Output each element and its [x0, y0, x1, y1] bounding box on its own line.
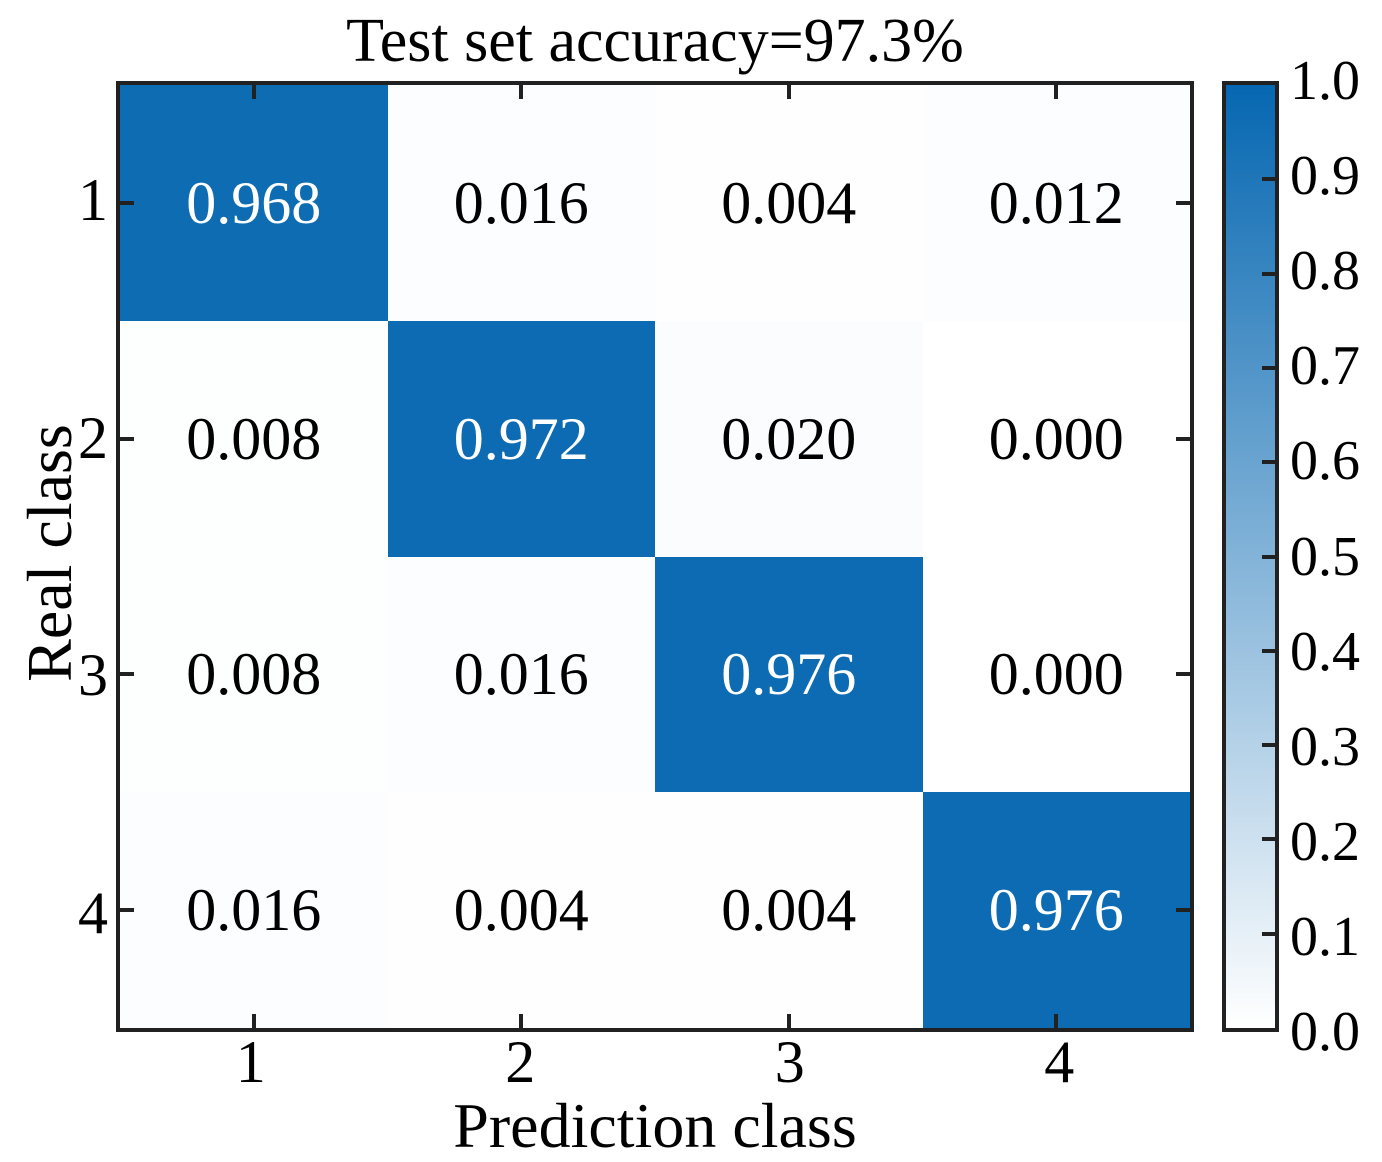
- x-tick-label-4: 4: [1044, 1029, 1075, 1095]
- colorbar-tick: [1262, 743, 1275, 748]
- colorbar-tick: [1262, 837, 1275, 842]
- y-axis-tick: [1176, 200, 1190, 205]
- y-axis-tick: [120, 436, 134, 441]
- heatmap-cell-r4c2: 0.004: [387, 792, 655, 1028]
- heatmap-cell-r4c4: 0.976: [922, 792, 1190, 1028]
- colorbar-label-0.5: 0.5: [1290, 525, 1360, 588]
- y-axis-tick: [1176, 908, 1190, 913]
- colorbar-tick: [1262, 460, 1275, 465]
- heatmap-cell-r1c1: 0.968: [120, 85, 388, 321]
- heatmap-cell-r2c2: 0.972: [387, 320, 655, 557]
- heatmap-cell-r3c1: 0.008: [120, 556, 388, 793]
- colorbar-tick: [1262, 648, 1275, 653]
- x-axis-tick: [251, 1014, 256, 1028]
- y-axis-tick: [120, 908, 134, 913]
- heatmap-plot: 0.968 0.016 0.004 0.012 0.008 0.972 0.020 0.000…: [116, 81, 1194, 1032]
- chart-title: Test set accuracy=97.3%: [346, 7, 964, 75]
- x-axis-tick: [519, 85, 524, 99]
- x-axis-tick: [786, 85, 791, 99]
- heatmap-cell-r1c3: 0.004: [655, 85, 923, 321]
- x-axis-tick: [1054, 85, 1059, 99]
- colorbar-label-0.7: 0.7: [1290, 335, 1360, 398]
- x-tick-label-2: 2: [505, 1029, 536, 1095]
- colorbar-label-1.0: 1.0: [1290, 50, 1360, 112]
- heatmap-cell-r2c3: 0.020: [655, 320, 923, 557]
- x-axis-tick: [1054, 1014, 1059, 1028]
- heatmap-cell-r4c1: 0.016: [120, 792, 388, 1028]
- heatmap-cell-r3c2: 0.016: [387, 556, 655, 793]
- colorbar-label-0.9: 0.9: [1290, 145, 1360, 208]
- colorbar-label-0.3: 0.3: [1290, 715, 1360, 778]
- x-axis-tick: [786, 1014, 791, 1028]
- colorbar-tick: [1262, 931, 1275, 936]
- colorbar-label-0.6: 0.6: [1290, 430, 1360, 493]
- y-axis-tick: [1176, 436, 1190, 441]
- colorbar-label-0.4: 0.4: [1290, 620, 1360, 683]
- colorbar: [1222, 81, 1279, 1032]
- heatmap-cell-r1c2: 0.016: [387, 85, 655, 321]
- y-axis-label: Real class: [14, 424, 85, 682]
- y-axis-tick: [1176, 672, 1190, 677]
- colorbar-tick: [1262, 271, 1275, 276]
- y-axis-tick: [120, 200, 134, 205]
- colorbar-label-0.0: 0.0: [1290, 1001, 1360, 1063]
- colorbar-label-0.8: 0.8: [1290, 240, 1360, 303]
- x-tick-label-3: 3: [774, 1029, 805, 1095]
- heatmap-cell-r2c1: 0.008: [120, 320, 388, 557]
- heatmap-cell-r3c4: 0.000: [922, 556, 1190, 793]
- x-tick-label-1: 1: [235, 1029, 266, 1095]
- y-tick-label-3: 3: [78, 642, 108, 709]
- colorbar-tick: [1262, 365, 1275, 370]
- y-axis-tick: [120, 672, 134, 677]
- heatmap-cell-r2c4: 0.000: [922, 320, 1190, 557]
- colorbar-label-0.2: 0.2: [1290, 810, 1360, 873]
- y-tick-label-2: 2: [78, 404, 108, 471]
- heatmap-cell-r1c4: 0.012: [922, 85, 1190, 321]
- heatmap-cell-r3c3: 0.976: [655, 556, 923, 793]
- heatmap-cell-r4c3: 0.004: [655, 792, 923, 1028]
- x-axis-label: Prediction class: [453, 1090, 857, 1161]
- y-tick-label-1: 1: [78, 166, 108, 233]
- colorbar-tick: [1262, 177, 1275, 182]
- x-axis-tick: [519, 1014, 524, 1028]
- y-tick-label-4: 4: [78, 880, 108, 947]
- colorbar-tick: [1262, 554, 1275, 559]
- colorbar-label-0.1: 0.1: [1290, 905, 1360, 968]
- x-axis-tick: [251, 85, 256, 99]
